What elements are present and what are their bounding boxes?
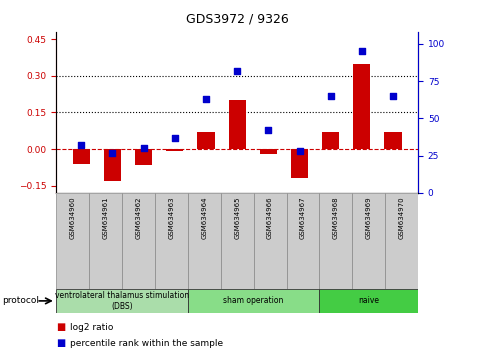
Bar	[135, 149, 152, 165]
Text: GSM634969: GSM634969	[365, 197, 371, 239]
Bar	[319, 193, 351, 289]
Text: log2 ratio: log2 ratio	[70, 323, 113, 332]
Point	[170, 135, 178, 141]
Point	[357, 48, 365, 54]
Text: GSM634967: GSM634967	[299, 197, 305, 239]
Bar	[351, 193, 385, 289]
Bar	[155, 193, 187, 289]
Text: GSM634968: GSM634968	[332, 197, 338, 239]
Bar	[56, 289, 187, 313]
Point	[388, 93, 396, 99]
Bar	[290, 149, 307, 178]
Text: GSM634966: GSM634966	[266, 197, 272, 239]
Text: GSM634960: GSM634960	[70, 197, 76, 239]
Bar	[220, 193, 253, 289]
Point	[202, 96, 209, 102]
Bar	[56, 193, 89, 289]
Bar	[253, 193, 286, 289]
Text: naive: naive	[358, 296, 379, 306]
Bar	[286, 193, 319, 289]
Point	[233, 68, 241, 74]
Point	[140, 145, 147, 151]
Bar	[73, 149, 90, 164]
Bar	[187, 289, 319, 313]
Bar	[384, 132, 401, 149]
Bar	[122, 193, 155, 289]
Text: GSM634961: GSM634961	[102, 197, 108, 239]
Bar	[103, 149, 121, 181]
Bar	[197, 132, 214, 149]
Text: ventrolateral thalamus stimulation
(DBS): ventrolateral thalamus stimulation (DBS)	[55, 291, 189, 310]
Point	[77, 142, 85, 148]
Text: GSM634962: GSM634962	[135, 197, 141, 239]
Bar	[166, 149, 183, 152]
Bar	[319, 289, 417, 313]
Text: ■: ■	[56, 322, 65, 332]
Text: protocol: protocol	[2, 296, 40, 306]
Text: GSM634964: GSM634964	[201, 197, 207, 239]
Bar	[259, 149, 276, 154]
Text: GDS3972 / 9326: GDS3972 / 9326	[185, 12, 288, 25]
Bar	[89, 193, 122, 289]
Point	[295, 148, 303, 154]
Point	[264, 127, 272, 133]
Bar	[187, 193, 220, 289]
Point	[326, 93, 334, 99]
Bar	[353, 64, 370, 149]
Point	[108, 150, 116, 155]
Bar	[385, 193, 417, 289]
Text: GSM634965: GSM634965	[234, 197, 240, 239]
Text: sham operation: sham operation	[223, 296, 283, 306]
Text: GSM634970: GSM634970	[398, 197, 404, 239]
Bar	[228, 100, 245, 149]
Text: ■: ■	[56, 338, 65, 348]
Text: GSM634963: GSM634963	[168, 197, 174, 239]
Bar	[322, 132, 339, 149]
Text: percentile rank within the sample: percentile rank within the sample	[70, 339, 223, 348]
